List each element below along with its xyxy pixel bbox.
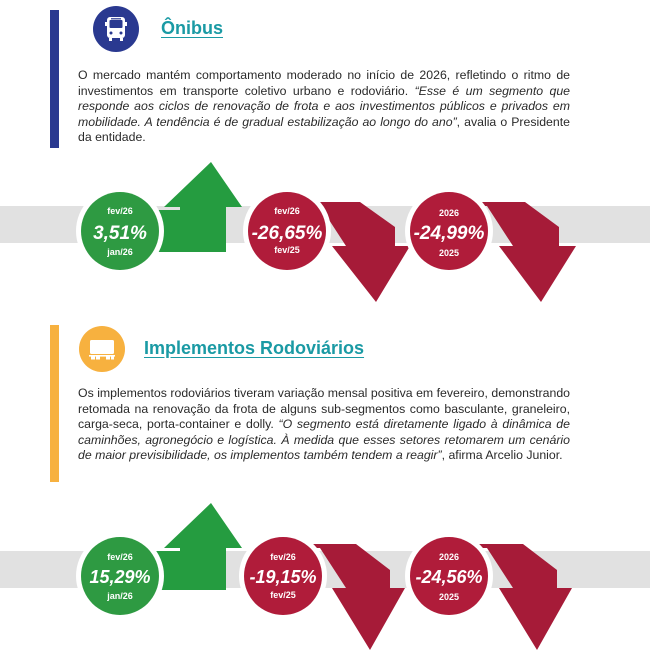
- section-accent-bar: [50, 325, 59, 482]
- stat-value: -26,65%: [252, 223, 323, 244]
- stat-period-top: fev/26: [274, 206, 300, 216]
- section-title: Implementos Rodoviários: [144, 338, 365, 358]
- trend-down-arrow: [455, 544, 572, 650]
- stats-row: fev/26 15,29% jan/26 fev/26 -19,15% fev/…: [76, 503, 572, 650]
- stat-period-bottom: jan/26: [106, 591, 133, 601]
- section-title: Ônibus: [161, 18, 223, 38]
- stat-period-bottom: fev/25: [274, 245, 300, 255]
- section-paragraph: O mercado mantém comportamento moderado …: [78, 68, 570, 146]
- paragraph-text: O mercado mantém comportamento moderado …: [78, 68, 570, 98]
- stat-period-bottom: 2025: [439, 248, 459, 258]
- stats-row: fev/26 3,51% jan/26 fev/26 -26,65% fev/2…: [76, 162, 576, 302]
- paragraph-attribution: , avalia o Presidente da entidade.: [78, 114, 570, 145]
- stat-badge: 2026 -24,99% 2025: [405, 187, 493, 275]
- stat-badge: 2026 -24,56% 2025: [405, 532, 493, 620]
- stat-period-top: fev/26: [270, 552, 296, 562]
- paragraph-text: Os implementos rodoviários tiveram varia…: [78, 386, 570, 432]
- stat-value: 3,51%: [93, 223, 147, 244]
- stat-period-bottom: fev/25: [270, 590, 296, 600]
- stat-period-top: 2026: [439, 552, 459, 562]
- trend-down-arrow: [285, 544, 405, 650]
- trend-down-arrow: [298, 202, 410, 302]
- stat-badge: fev/26 -19,15% fev/25: [239, 532, 327, 620]
- bus-icon: [93, 6, 139, 52]
- stat-value: 15,29%: [89, 567, 150, 587]
- paragraph-attribution: , afirma Arcelio Junior.: [441, 448, 563, 463]
- stat-badge: fev/26 3,51% jan/26: [76, 187, 164, 275]
- trend-down-arrow: [460, 202, 576, 302]
- section-onibus: Ônibus O mercado mantém comportamento mo…: [0, 0, 650, 320]
- section-accent-bar: [50, 10, 59, 148]
- stat-value: -24,99%: [414, 223, 485, 244]
- section-paragraph: Os implementos rodoviários tiveram varia…: [78, 386, 570, 464]
- stat-value: -24,56%: [415, 567, 482, 587]
- stat-period-top: fev/26: [107, 552, 133, 562]
- stat-value: -19,15%: [249, 567, 316, 587]
- semi-trailer-icon: [79, 326, 125, 372]
- stat-period-top: 2026: [439, 208, 459, 218]
- stat-period-top: fev/26: [107, 206, 133, 216]
- paragraph-quote: “O segmento está diretamente ligado à di…: [78, 417, 570, 463]
- stat-period-bottom: jan/26: [106, 247, 133, 257]
- paragraph-quote: “Esse é um segmento que responde aos cic…: [78, 83, 570, 129]
- stat-period-bottom: 2025: [439, 592, 459, 602]
- stat-badge: fev/26 15,29% jan/26: [76, 532, 164, 620]
- section-implementos: Implementos Rodoviários Os implementos r…: [0, 320, 650, 661]
- stat-badge: fev/26 -26,65% fev/25: [243, 187, 331, 275]
